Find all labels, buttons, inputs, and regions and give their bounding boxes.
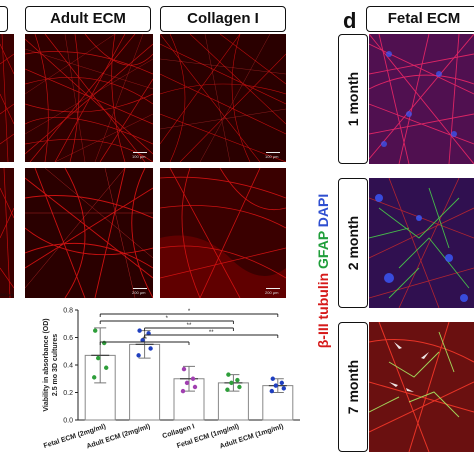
y-tick-label: 0.2 xyxy=(63,390,73,397)
scale-bar xyxy=(266,288,280,289)
time-label-text: 2 month xyxy=(345,215,362,271)
data-point xyxy=(92,375,97,380)
stain-tubulin: β-III tubulin xyxy=(315,272,331,349)
fiber-texture xyxy=(25,34,153,162)
data-point xyxy=(273,383,278,388)
data-point xyxy=(281,386,286,391)
significance-label: ** xyxy=(209,330,214,336)
fluorescence-1-month xyxy=(369,34,474,164)
data-point xyxy=(237,384,242,390)
data-point xyxy=(225,387,230,392)
data-point xyxy=(181,366,187,372)
data-point xyxy=(184,380,190,386)
data-point xyxy=(137,328,142,333)
header-fetal-ecm: Fetal ECM xyxy=(366,6,474,32)
significance-label: ** xyxy=(187,323,192,329)
data-point xyxy=(93,328,98,333)
scale-label: 100 µm xyxy=(132,154,146,159)
time-label-7-month: 7 month xyxy=(338,322,368,452)
data-point xyxy=(269,388,274,394)
data-point xyxy=(104,365,109,370)
y-axis-label-2: 2.5 mo 3D cultures xyxy=(52,334,59,396)
fiber-texture xyxy=(160,168,286,298)
scale-label: 200 µm xyxy=(265,290,279,295)
scale-label: 100 µm xyxy=(265,154,279,159)
time-label-text: 7 month xyxy=(345,359,362,415)
data-point xyxy=(279,380,284,386)
scale-label: 200 µm xyxy=(132,290,146,295)
header-collagen-i: Collagen I xyxy=(160,6,286,32)
data-point xyxy=(140,338,145,343)
data-point xyxy=(190,376,196,381)
stain-dapi: DAPI xyxy=(315,193,331,228)
data-point xyxy=(102,340,107,346)
stain-legend: β-III tubulin GFAP DAPI xyxy=(312,96,334,446)
scale-bar xyxy=(133,288,147,289)
y-axis-label: Viability in absorbance (OD) xyxy=(43,318,50,411)
fiber-texture xyxy=(160,34,286,162)
y-tick-label: 0.6 xyxy=(63,335,73,342)
significance-label: * xyxy=(166,316,169,322)
significance-label: ** xyxy=(142,337,147,343)
viability-chart: 0.0 0.2 0.4 0.6 0.8 Viability in absorbance (… xyxy=(43,308,300,450)
data-point xyxy=(226,372,231,377)
fiber-texture xyxy=(0,34,14,162)
data-point xyxy=(136,353,141,358)
scale-label: 200 µm xyxy=(0,292,14,297)
micrograph-collagen-top xyxy=(160,34,286,162)
fluorescence-texture xyxy=(369,34,474,164)
scale-bar xyxy=(266,152,280,153)
data-point xyxy=(235,377,240,383)
data-point xyxy=(146,331,151,336)
significance-label: * xyxy=(188,309,191,315)
micrograph-left-bottom xyxy=(0,168,14,298)
micrograph-left-top xyxy=(0,34,14,162)
data-point xyxy=(96,355,101,361)
data-point xyxy=(229,380,234,386)
micrograph-collagen-bottom xyxy=(160,168,286,298)
y-tick-label: 0.0 xyxy=(63,418,73,425)
micrograph-adult-ecm-top xyxy=(25,34,153,162)
fluorescence-texture xyxy=(369,178,474,308)
data-point xyxy=(270,376,275,381)
y-tick-label: 0.4 xyxy=(63,363,73,370)
time-label-2-month: 2 month xyxy=(338,178,368,308)
y-tick-label: 0.8 xyxy=(63,308,73,315)
fiber-texture xyxy=(0,168,14,298)
header-left-clipped xyxy=(0,6,8,32)
fiber-texture xyxy=(25,168,153,298)
micrograph-adult-ecm-bottom xyxy=(25,168,153,298)
fluorescence-2-month xyxy=(369,178,474,308)
scale-bar xyxy=(133,152,147,153)
data-point xyxy=(148,346,153,351)
panel-letter-d: d xyxy=(343,8,357,33)
data-point xyxy=(180,388,186,394)
data-point xyxy=(192,384,198,390)
fluorescence-texture xyxy=(369,322,474,452)
time-label-text: 1 month xyxy=(345,71,362,127)
time-label-1-month: 1 month xyxy=(338,34,368,164)
header-adult-ecm: Adult ECM xyxy=(25,6,151,32)
stain-gfap: GFAP xyxy=(315,231,331,269)
fluorescence-7-month xyxy=(369,322,474,452)
